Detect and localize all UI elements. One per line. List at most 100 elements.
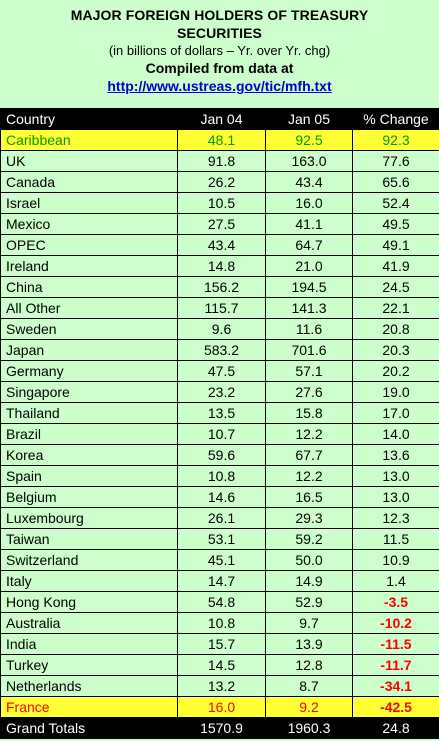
change-cell: -11.5 <box>352 633 439 655</box>
jan05-cell: 9.2 <box>265 696 353 718</box>
country-cell: India <box>0 633 178 655</box>
table-row: Canada 26.2 43.4 65.6 <box>0 171 439 193</box>
country-cell: Singapore <box>0 381 178 403</box>
country-cell: Japan <box>0 339 178 361</box>
table-row: Germany 47.5 57.1 20.2 <box>0 360 439 382</box>
change-cell: 20.3 <box>352 339 439 361</box>
country-cell: Turkey <box>0 654 178 676</box>
change-cell: 41.9 <box>352 255 439 277</box>
totals-change: 24.8 <box>352 717 439 739</box>
change-cell: 65.6 <box>352 171 439 193</box>
table-row: Hong Kong 54.8 52.9 -3.5 <box>0 591 439 613</box>
jan04-cell: 10.8 <box>177 612 266 634</box>
table-row: Korea 59.6 67.7 13.6 <box>0 444 439 466</box>
jan05-cell: 50.0 <box>265 549 353 571</box>
country-cell: Germany <box>0 360 178 382</box>
country-cell: France <box>0 696 178 718</box>
country-cell: Canada <box>0 171 178 193</box>
jan04-cell: 10.7 <box>177 423 266 445</box>
jan05-cell: 29.3 <box>265 507 353 529</box>
jan05-cell: 27.6 <box>265 381 353 403</box>
table-row: All Other 115.7 141.3 22.1 <box>0 297 439 319</box>
change-cell: 77.6 <box>352 150 439 172</box>
column-header-change: % Change <box>352 108 439 130</box>
table-row: Mexico 27.5 41.1 49.5 <box>0 213 439 235</box>
jan04-cell: 45.1 <box>177 549 266 571</box>
title-line-2: SECURITIES <box>176 25 262 41</box>
country-cell: Mexico <box>0 213 178 235</box>
change-cell: 17.0 <box>352 402 439 424</box>
jan05-cell: 64.7 <box>265 234 353 256</box>
jan04-cell: 13.2 <box>177 675 266 697</box>
subtitle: (in billions of dollars – Yr. over Yr. c… <box>108 43 331 58</box>
title-line-1: MAJOR FOREIGN HOLDERS OF TREASURY <box>70 7 369 23</box>
country-cell: Netherlands <box>0 675 178 697</box>
table-row: Luxembourg 26.1 29.3 12.3 <box>0 507 439 529</box>
jan05-cell: 92.5 <box>265 129 353 151</box>
jan04-cell: 115.7 <box>177 297 266 319</box>
source-link[interactable]: http://www.ustreas.gov/tic/mfh.txt <box>107 78 332 94</box>
table-row: Thailand 13.5 15.8 17.0 <box>0 402 439 424</box>
jan05-cell: 8.7 <box>265 675 353 697</box>
table-row: Italy 14.7 14.9 1.4 <box>0 570 439 592</box>
totals-jan05: 1960.3 <box>265 717 353 739</box>
jan05-cell: 16.0 <box>265 192 353 214</box>
change-cell: 22.1 <box>352 297 439 319</box>
jan05-cell: 41.1 <box>265 213 353 235</box>
change-cell: 49.1 <box>352 234 439 256</box>
table-row: UK 91.8 163.0 77.6 <box>0 150 439 172</box>
table-row: Israel 10.5 16.0 52.4 <box>0 192 439 214</box>
jan05-cell: 701.6 <box>265 339 353 361</box>
country-cell: Australia <box>0 612 178 634</box>
table-row: Switzerland 45.1 50.0 10.9 <box>0 549 439 571</box>
jan04-cell: 59.6 <box>177 444 266 466</box>
table-row: Ireland 14.8 21.0 41.9 <box>0 255 439 277</box>
country-cell: UK <box>0 150 178 172</box>
jan04-cell: 23.2 <box>177 381 266 403</box>
jan05-cell: 57.1 <box>265 360 353 382</box>
change-cell: 20.2 <box>352 360 439 382</box>
jan04-cell: 14.6 <box>177 486 266 508</box>
jan05-cell: 163.0 <box>265 150 353 172</box>
change-cell: 12.3 <box>352 507 439 529</box>
change-cell: -11.7 <box>352 654 439 676</box>
country-cell: Luxembourg <box>0 507 178 529</box>
country-cell: OPEC <box>0 234 178 256</box>
jan05-cell: 11.6 <box>265 318 353 340</box>
table-row: China 156.2 194.5 24.5 <box>0 276 439 298</box>
jan04-cell: 54.8 <box>177 591 266 613</box>
jan05-cell: 9.7 <box>265 612 353 634</box>
jan04-cell: 43.4 <box>177 234 266 256</box>
jan05-cell: 67.7 <box>265 444 353 466</box>
jan05-cell: 21.0 <box>265 255 353 277</box>
change-cell: 10.9 <box>352 549 439 571</box>
table-row: Australia 10.8 9.7 -10.2 <box>0 612 439 634</box>
jan05-cell: 12.2 <box>265 465 353 487</box>
change-cell: 13.0 <box>352 465 439 487</box>
table-row: OPEC 43.4 64.7 49.1 <box>0 234 439 256</box>
country-cell: Caribbean <box>0 129 178 151</box>
jan04-cell: 27.5 <box>177 213 266 235</box>
country-cell: Ireland <box>0 255 178 277</box>
jan04-cell: 10.5 <box>177 192 266 214</box>
jan04-cell: 91.8 <box>177 150 266 172</box>
table-row: Taiwan 53.1 59.2 11.5 <box>0 528 439 550</box>
jan05-cell: 12.8 <box>265 654 353 676</box>
jan04-cell: 16.0 <box>177 696 266 718</box>
compiled-label: Compiled from data at <box>145 60 294 76</box>
country-cell: Spain <box>0 465 178 487</box>
change-cell: 14.0 <box>352 423 439 445</box>
table-row: Caribbean 48.1 92.5 92.3 <box>0 129 439 151</box>
table-row: Sweden 9.6 11.6 20.8 <box>0 318 439 340</box>
change-cell: 11.5 <box>352 528 439 550</box>
country-cell: Hong Kong <box>0 591 178 613</box>
jan05-cell: 15.8 <box>265 402 353 424</box>
totals-jan04: 1570.9 <box>177 717 266 739</box>
country-cell: Thailand <box>0 402 178 424</box>
jan04-cell: 15.7 <box>177 633 266 655</box>
table-row: Brazil 10.7 12.2 14.0 <box>0 423 439 445</box>
column-header-country: Country <box>0 108 178 130</box>
country-cell: Belgium <box>0 486 178 508</box>
change-cell: -42.5 <box>352 696 439 718</box>
jan05-cell: 13.9 <box>265 633 353 655</box>
